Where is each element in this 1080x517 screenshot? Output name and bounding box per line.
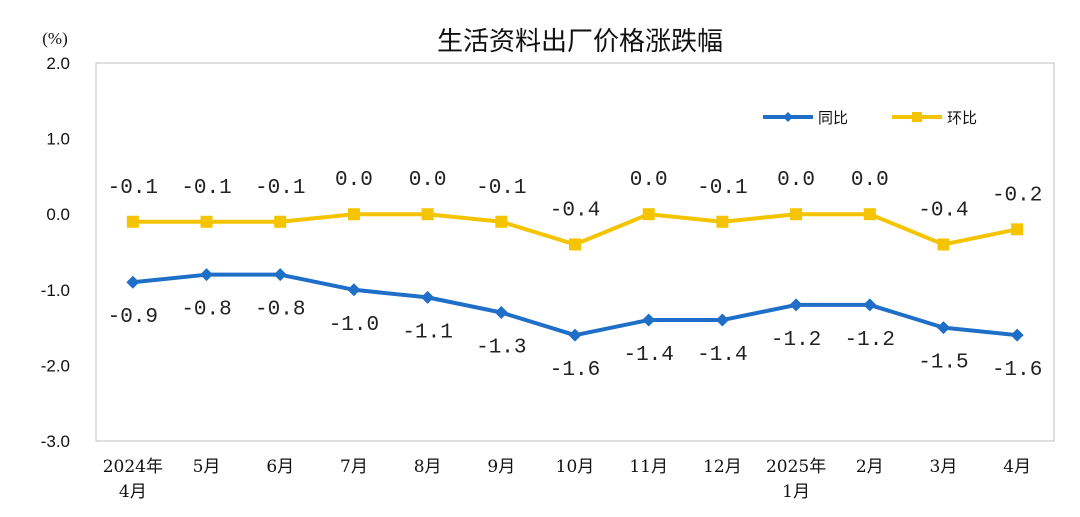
y-tick-label: 1.0 bbox=[46, 130, 70, 149]
data-label: -0.1 bbox=[476, 177, 526, 200]
data-point bbox=[126, 215, 139, 228]
data-point bbox=[421, 208, 434, 221]
x-tick-label: 7月 bbox=[340, 457, 368, 477]
data-label: 0.0 bbox=[777, 169, 815, 192]
y-tick-label: -2.0 bbox=[41, 356, 70, 375]
legend-label: 环比 bbox=[947, 109, 977, 127]
data-point bbox=[642, 313, 656, 327]
data-point bbox=[200, 268, 214, 282]
data-label: -1.5 bbox=[918, 352, 968, 375]
data-point bbox=[863, 208, 876, 221]
data-label: -1.2 bbox=[771, 329, 821, 352]
data-label: -1.2 bbox=[845, 329, 895, 352]
data-point bbox=[642, 208, 655, 221]
y-tick-label: 0.0 bbox=[46, 205, 70, 224]
data-label: -0.8 bbox=[255, 299, 305, 322]
y-tick-label: -1.0 bbox=[41, 281, 70, 300]
data-point bbox=[347, 283, 361, 297]
data-point bbox=[273, 268, 287, 282]
x-axis-ticks: 2024年 4月 5月 6月 7月 8月 9月 10月 11月 12月 2025年 1月 2月 3月 4月 bbox=[103, 457, 1031, 502]
data-point bbox=[863, 298, 877, 312]
x-tick-label: 2月 bbox=[856, 457, 884, 477]
data-label: -0.1 bbox=[108, 177, 158, 200]
x-tick-label: 10月 bbox=[556, 457, 595, 477]
data-label: -1.6 bbox=[550, 359, 600, 382]
data-label: 0.0 bbox=[630, 169, 668, 192]
data-label: -0.2 bbox=[992, 184, 1042, 207]
data-label: -0.4 bbox=[918, 199, 968, 222]
data-label: -1.0 bbox=[329, 314, 379, 337]
y-tick-label: 2.0 bbox=[46, 54, 70, 73]
data-label: -0.1 bbox=[181, 177, 231, 200]
x-tick-label: 9月 bbox=[487, 457, 515, 477]
data-point bbox=[126, 275, 140, 289]
x-tick-label: 11月 bbox=[629, 457, 668, 477]
data-label: -0.4 bbox=[550, 199, 600, 222]
data-label: -1.1 bbox=[402, 321, 452, 344]
data-label: 0.0 bbox=[335, 169, 373, 192]
data-point bbox=[200, 215, 213, 228]
data-point bbox=[937, 238, 950, 251]
data-point bbox=[715, 313, 729, 327]
data-label: -1.3 bbox=[476, 336, 526, 359]
data-point bbox=[274, 215, 287, 228]
plot-area-frame bbox=[95, 62, 1055, 442]
data-label: -0.1 bbox=[255, 177, 305, 200]
x-tick-label: 2024年 bbox=[103, 457, 163, 477]
data-label: -1.6 bbox=[992, 359, 1042, 382]
data-label: -1.4 bbox=[697, 344, 747, 367]
x-tick-label: 2025年 bbox=[766, 457, 826, 477]
data-label: -0.8 bbox=[181, 299, 231, 322]
data-point bbox=[494, 305, 508, 319]
legend-marker bbox=[912, 112, 922, 122]
data-point bbox=[421, 290, 435, 304]
data-point bbox=[347, 208, 360, 221]
data-point bbox=[1011, 223, 1024, 236]
x-tick-label: 8月 bbox=[414, 457, 442, 477]
legend: 同比 环比 bbox=[763, 109, 977, 127]
data-point bbox=[1010, 328, 1024, 342]
data-point bbox=[936, 321, 950, 335]
x-tick-label: 3月 bbox=[930, 457, 958, 477]
x-tick-label: 12月 bbox=[703, 457, 742, 477]
data-point bbox=[789, 298, 803, 312]
chart-title: 生活资料出厂价格涨跌幅 bbox=[437, 27, 723, 57]
data-point bbox=[568, 328, 582, 342]
legend-label: 同比 bbox=[818, 109, 848, 127]
data-point bbox=[569, 238, 581, 251]
x-tick-label: 5月 bbox=[193, 457, 221, 477]
y-tick-label: -3.0 bbox=[41, 432, 70, 451]
data-labels-layer: -0.9 -0.8 -0.8 -1.0 -1.1 -1.3 -1.6 -1.4 -1.4 -1.2… bbox=[108, 169, 1043, 382]
x-tick-label: 6月 bbox=[266, 457, 294, 477]
y-axis-ticks: 2.0 1.0 0.0 -1.0 -2.0 -3.0 bbox=[41, 54, 70, 451]
data-point bbox=[495, 215, 508, 228]
data-label: -1.4 bbox=[623, 344, 673, 367]
data-point bbox=[716, 215, 729, 228]
data-point bbox=[790, 208, 803, 221]
x-tick-label: 1月 bbox=[782, 482, 810, 502]
y-axis-unit-label: (%) bbox=[42, 29, 67, 48]
series-layer bbox=[126, 208, 1024, 342]
data-label: -0.9 bbox=[108, 306, 158, 329]
x-tick-label: 4月 bbox=[1003, 457, 1031, 477]
x-tick-label: 4月 bbox=[119, 482, 147, 502]
legend-marker bbox=[783, 112, 793, 122]
data-label: 0.0 bbox=[409, 169, 447, 192]
data-label: 0.0 bbox=[851, 169, 889, 192]
data-label: -0.1 bbox=[697, 177, 747, 200]
